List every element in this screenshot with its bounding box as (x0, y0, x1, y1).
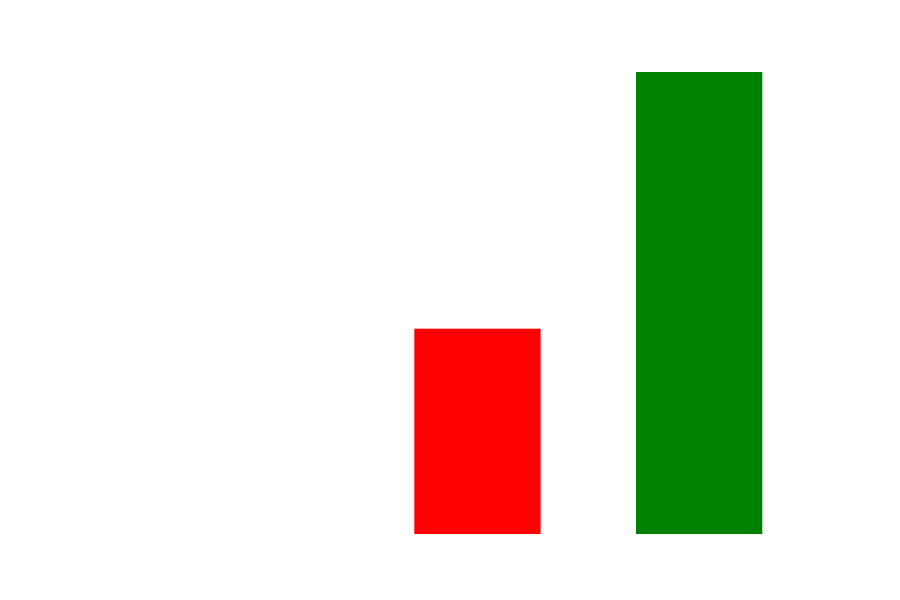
bar-2 (414, 328, 541, 534)
bar-3 (636, 72, 763, 534)
bar-group (414, 72, 763, 534)
